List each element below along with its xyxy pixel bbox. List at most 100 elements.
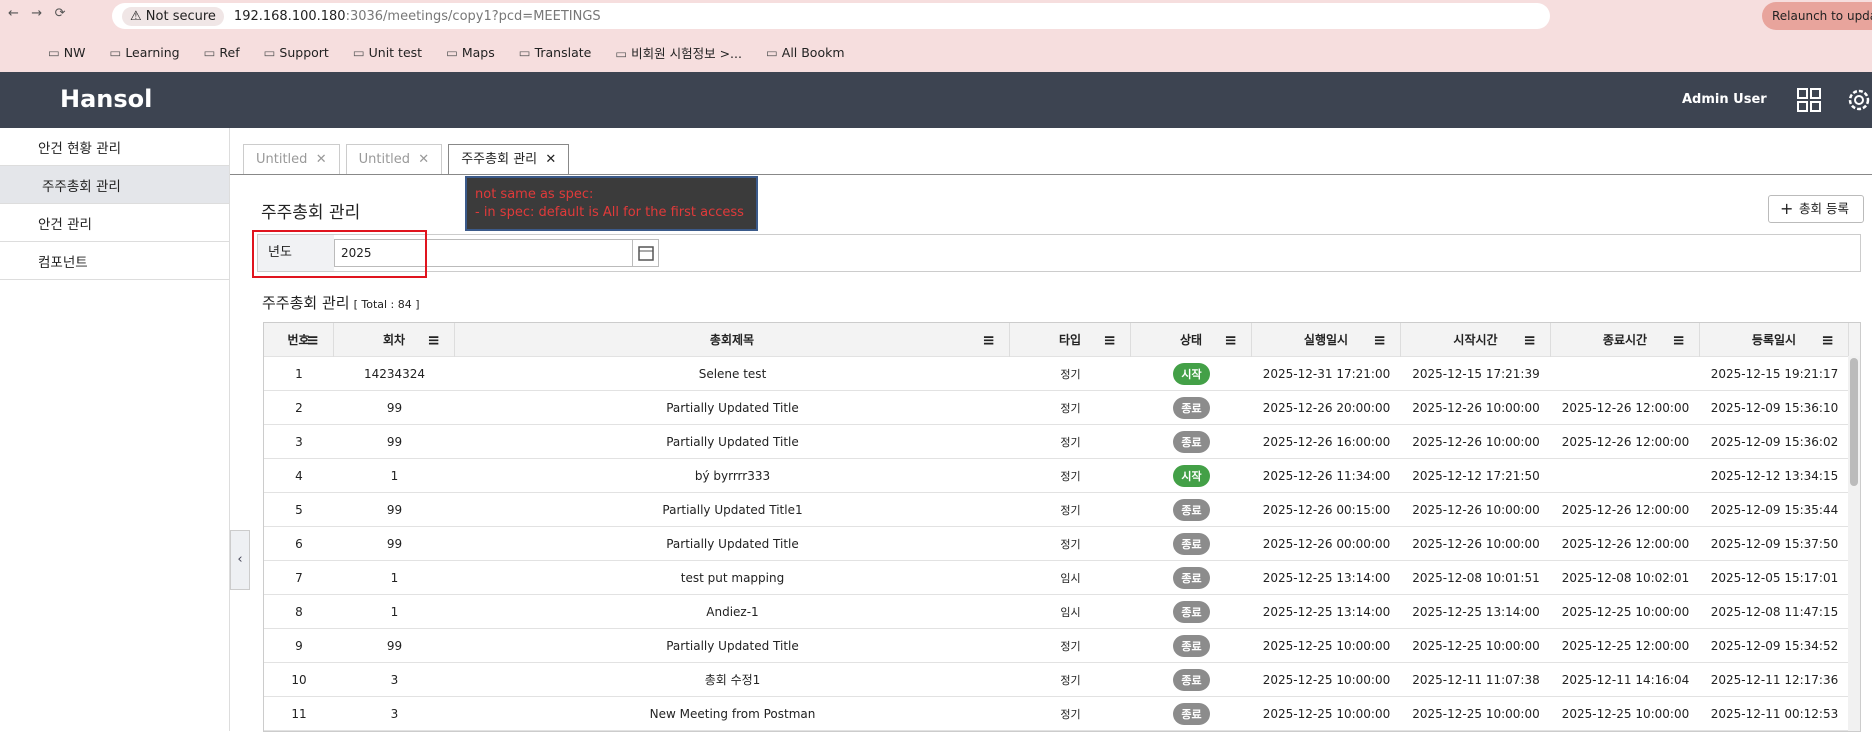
table-row[interactable]: 2 99 Partially Updated Title 정기 종료 2025-12-26… <box>264 391 1860 425</box>
column-header[interactable]: 회차 ≡ <box>334 322 455 357</box>
cell-text: 2025-12-15 17:21:39 <box>1412 366 1540 381</box>
cell-text: 2 <box>295 400 303 415</box>
table-row[interactable]: 1 14234324 Selene test 정기 시작 2025-12-31 17:21… <box>264 357 1860 391</box>
cell-text: 2025-12-26 00:15:00 <box>1262 502 1391 517</box>
cell: 2025-12-26 20:00:00 <box>1252 401 1401 415</box>
cell: Partially Updated Title <box>455 435 1010 449</box>
table-row[interactable]: 8 1 Andiez-1 임시 종료 2025-12-25 13:14:00 2025-12… <box>264 595 1860 629</box>
address-bar[interactable]: ⚠ Not secure 192.168.100.180:3036/meetin… <box>112 3 1550 29</box>
scroll-thumb[interactable] <box>1850 358 1858 486</box>
filter-bar: 년도 2025 <box>257 234 1861 272</box>
column-menu[interactable]: ≡ <box>306 330 319 349</box>
column-header[interactable]: 시작시간 ≡ <box>1401 322 1551 357</box>
tab[interactable]: Untitled ✕ <box>345 144 443 174</box>
table-title-text: 주주총회 관리 <box>262 294 350 312</box>
table-row[interactable]: 6 99 Partially Updated Title 정기 종료 2025-12-26… <box>264 527 1860 561</box>
table-row[interactable]: 11 3 New Meeting from Postman 정기 종료 2025-12-2… <box>264 697 1860 731</box>
bookmark[interactable]: ▭ All Bookm <box>765 44 845 60</box>
bookmark[interactable]: ▭ Support <box>263 44 329 60</box>
column-menu[interactable]: ≡ <box>982 330 995 349</box>
bookmark-label: NW <box>63 44 86 60</box>
cell-text: 정기 <box>1060 435 1081 449</box>
menu-item[interactable]: 주주총회 관리 <box>0 166 229 204</box>
cell-text: Partially Updated Title <box>666 434 799 449</box>
table-row[interactable]: 3 99 Partially Updated Title 정기 종료 2025-12-26… <box>264 425 1860 459</box>
table-row[interactable]: 7 1 test put mapping 임시 종료 2025-12-25 13:14:0… <box>264 561 1860 595</box>
cell-text: 1 <box>390 468 399 483</box>
column-menu[interactable]: ≡ <box>1224 330 1237 349</box>
cell: 1 <box>264 367 334 381</box>
bookmark[interactable]: ▭ Learning <box>109 44 180 60</box>
cell-text: 2025-12-09 15:37:50 <box>1710 536 1839 551</box>
cell-text: 2025-12-25 13:14:00 <box>1262 570 1391 585</box>
column-header[interactable]: 상태 ≡ <box>1131 322 1252 357</box>
cell: 2025-12-11 11:07:38 <box>1401 673 1551 687</box>
menu-item[interactable]: 안건 현황 관리 <box>0 128 229 166</box>
table-row[interactable]: 5 99 Partially Updated Title1 정기 종료 2025-12-2… <box>264 493 1860 527</box>
menu-item[interactable]: 컴포넌트 <box>0 242 229 280</box>
apps-icon[interactable] <box>1797 88 1821 112</box>
settings-icon[interactable] <box>1846 87 1872 113</box>
cell-text: 2025-12-26 11:34:00 <box>1262 468 1391 483</box>
cell: 정기 <box>1010 468 1131 484</box>
calendar-icon[interactable] <box>632 240 658 266</box>
cell: 2025-12-26 12:00:00 <box>1551 401 1700 415</box>
scrollbar[interactable] <box>1848 356 1860 731</box>
cell-text: 2025-12-15 19:21:17 <box>1710 366 1839 381</box>
tab-close[interactable]: ✕ <box>537 152 557 167</box>
cell: 2025-12-08 10:02:01 <box>1551 571 1700 585</box>
column-menu[interactable]: ≡ <box>1103 330 1116 349</box>
cell-text: 2025-12-26 00:00:00 <box>1262 536 1391 551</box>
cell: 2 <box>264 401 334 415</box>
column-header[interactable]: 번호 ≡ <box>264 322 334 357</box>
bookmark[interactable]: ▭ Unit test <box>352 44 423 60</box>
tab[interactable]: 주주총회 관리 ✕ <box>448 144 570 174</box>
bookmark[interactable]: ▭ 비회원 시험정보 >... <box>615 45 742 61</box>
column-menu[interactable]: ≡ <box>427 330 440 349</box>
nav-icons[interactable]: ← → ⟳ <box>8 6 66 21</box>
bookmark[interactable]: ▭ Maps <box>446 44 495 60</box>
bookmark[interactable]: ▭ Translate <box>518 44 592 60</box>
table-row[interactable]: 10 3 총회 수정1 정기 종료 2025-12-25 10:00:00 2025-12-… <box>264 663 1860 697</box>
column-title: 시작시간 <box>1453 332 1498 347</box>
bookmark-label: All Bookm <box>781 44 845 60</box>
column-title: 총회제목 <box>709 332 755 347</box>
table-row[interactable]: 9 99 Partially Updated Title 정기 종료 2025-12-25… <box>264 629 1860 663</box>
security-chip[interactable]: ⚠ Not secure <box>122 6 224 26</box>
relaunch-button[interactable]: Relaunch to update <box>1762 2 1872 30</box>
tab-close[interactable]: ✕ <box>410 152 430 167</box>
user-name[interactable]: Admin User <box>1682 92 1767 107</box>
cell-text: Andiez-1 <box>706 604 759 619</box>
cell: 종료 <box>1131 498 1252 521</box>
column-header[interactable]: 타입 ≡ <box>1010 322 1131 357</box>
add-button[interactable]: + 총회 등록 <box>1768 195 1864 223</box>
cell-text: 2025-12-11 00:12:53 <box>1710 706 1839 721</box>
cell-text: 3 <box>390 706 399 721</box>
cell: test put mapping <box>455 571 1010 585</box>
cell: 5 <box>264 503 334 517</box>
column-menu[interactable]: ≡ <box>1672 330 1685 349</box>
bookmark[interactable]: ▭ Ref <box>203 44 240 60</box>
column-header[interactable]: 총회제목 ≡ <box>455 322 1010 357</box>
cell-text: Partially Updated Title <box>666 536 799 551</box>
logo[interactable]: Hansol <box>60 85 153 113</box>
tab-close[interactable]: ✕ <box>307 152 327 167</box>
column-menu[interactable]: ≡ <box>1523 330 1536 349</box>
cell: 종료 <box>1131 532 1252 555</box>
column-menu[interactable]: ≡ <box>1821 330 1834 349</box>
column-header[interactable]: 등록일시 ≡ <box>1700 322 1849 357</box>
bookmark[interactable]: ▭ NW <box>48 44 86 60</box>
menu-item[interactable]: 안건 관리 <box>0 204 229 242</box>
column-menu[interactable]: ≡ <box>1373 330 1386 349</box>
cell: 정기 <box>1010 366 1131 382</box>
tab[interactable]: Untitled ✕ <box>243 144 340 174</box>
column-header[interactable]: 종료시간 ≡ <box>1551 322 1700 357</box>
url-path: :3036/meetings/copy1?pcd=MEETINGS <box>345 8 601 24</box>
cell-text: 2025-12-12 13:34:15 <box>1710 468 1839 483</box>
cell: 8 <box>264 605 334 619</box>
column-header[interactable]: 실행일시 ≡ <box>1252 322 1401 357</box>
collapse-button[interactable]: ‹ <box>230 530 250 590</box>
table-row[interactable]: 4 1 bý byrrrr333 정기 시작 2025-12-26 11:34:00 202… <box>264 459 1860 493</box>
year-input[interactable]: 2025 <box>334 239 659 267</box>
status-badge: 종료 <box>1173 430 1210 453</box>
